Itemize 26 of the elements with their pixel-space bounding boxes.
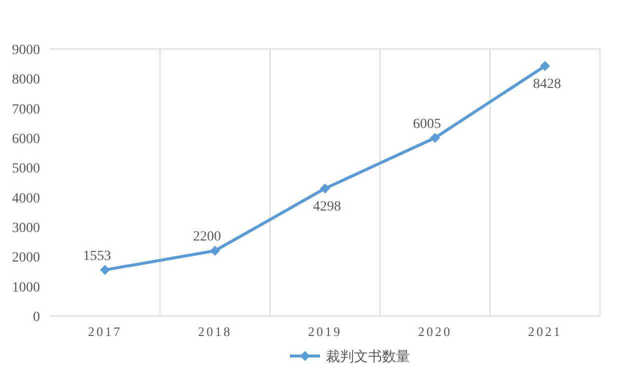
point (210, 246, 220, 256)
data-label: 6005 (413, 116, 441, 132)
point (540, 60, 550, 71)
y-tick-label: 6000 (12, 132, 40, 147)
x-tick-label: 2020 (418, 324, 452, 339)
y-tick-label: 4000 (12, 191, 40, 206)
y-tick-label: 2000 (12, 250, 40, 266)
y-tick-label: 3000 (12, 221, 40, 236)
data-label: 1553 (83, 248, 111, 264)
data-label: 2200 (193, 230, 221, 245)
y-tick-label: 8000 (12, 72, 40, 88)
x-tick-label: 2018 (198, 324, 232, 339)
legend-label: 裁判文书数量 (326, 349, 410, 365)
y-tick-label: 5000 (12, 162, 40, 177)
point (320, 183, 330, 194)
x-tick-label: 2021 (528, 324, 562, 339)
x-tick-label: 2017 (88, 324, 122, 339)
y-tick-label: 1000 (12, 280, 40, 296)
y-tick-label: 9000 (12, 43, 40, 58)
y-tick-label: 0 (33, 310, 40, 325)
y-tick-label: 7000 (12, 102, 40, 118)
data-label: 8428 (533, 76, 561, 92)
point (100, 264, 110, 275)
point (430, 132, 440, 143)
x-tick-label: 2019 (308, 324, 342, 339)
data-label: 4298 (313, 199, 341, 214)
